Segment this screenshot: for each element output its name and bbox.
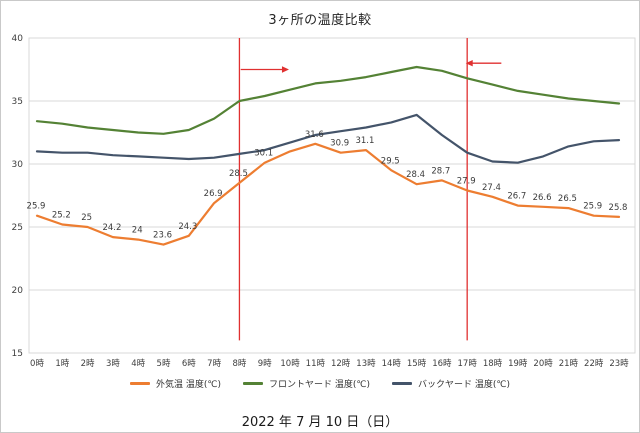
svg-text:23時: 23時 (609, 359, 629, 369)
svg-text:1時: 1時 (55, 359, 69, 369)
svg-text:22時: 22時 (584, 359, 604, 369)
series-line-1 (35, 65, 621, 135)
svg-text:24: 24 (132, 226, 143, 236)
svg-text:26.5: 26.5 (558, 194, 577, 204)
x-axis-labels: 0時 1時 2時 3時 4時 5時 6時 7時 8時 9時 10時 11時 12時 13時 14時 15時 16… (30, 359, 629, 369)
svg-text:17時: 17時 (458, 359, 478, 369)
svg-text:7時: 7時 (207, 359, 221, 369)
svg-text:35: 35 (12, 97, 23, 107)
svg-text:30: 30 (12, 160, 24, 170)
svg-text:28.4: 28.4 (406, 170, 425, 180)
svg-text:26.9: 26.9 (204, 189, 223, 199)
svg-text:20時: 20時 (533, 359, 553, 369)
svg-text:11時: 11時 (306, 359, 326, 369)
svg-text:25.8: 25.8 (609, 203, 628, 213)
svg-text:31.1: 31.1 (355, 136, 374, 146)
legend-swatch-frontyard (243, 382, 263, 385)
svg-text:27.4: 27.4 (482, 183, 501, 193)
svg-text:19時: 19時 (508, 359, 528, 369)
legend-label-outdoor: 外気温 温度(℃) (156, 380, 221, 390)
svg-text:25.9: 25.9 (27, 202, 46, 212)
svg-text:15: 15 (12, 349, 23, 359)
svg-text:14時: 14時 (382, 359, 402, 369)
legend-label-frontyard: フロントヤード 温度(℃) (269, 380, 370, 390)
svg-text:25: 25 (12, 223, 23, 233)
svg-text:10時: 10時 (280, 359, 300, 369)
date-caption: 2022 年 7 月 10 日（日） (241, 415, 399, 430)
svg-text:26.6: 26.6 (533, 193, 552, 203)
svg-text:29.5: 29.5 (381, 156, 400, 166)
legend-label-backyard: バックヤード 温度(℃) (418, 380, 510, 390)
svg-text:28.7: 28.7 (431, 166, 450, 176)
svg-text:26.7: 26.7 (507, 192, 526, 202)
data-labels: 25.9 25.2 25 24.2 24 23.6 24.3 26.9 28.5 30.1 31.6… (27, 130, 628, 241)
legend-swatch-backyard (392, 382, 412, 385)
svg-text:24.2: 24.2 (102, 223, 121, 233)
annotations (238, 38, 502, 341)
series-line-2 (35, 113, 621, 164)
chart-title: 3ヶ所の温度比較 (268, 13, 372, 28)
legend-item-frontyard: フロントヤード 温度(℃) (243, 377, 370, 390)
svg-text:13時: 13時 (356, 359, 376, 369)
svg-text:23.6: 23.6 (153, 231, 172, 241)
svg-text:21時: 21時 (559, 359, 579, 369)
svg-text:27.9: 27.9 (457, 176, 476, 186)
series-line-0 (35, 142, 621, 246)
svg-text:18時: 18時 (483, 359, 503, 369)
svg-text:40: 40 (12, 34, 24, 44)
svg-text:3時: 3時 (106, 359, 120, 369)
svg-text:12時: 12時 (331, 359, 351, 369)
svg-text:20: 20 (12, 286, 24, 296)
svg-text:4時: 4時 (131, 359, 145, 369)
svg-text:28.5: 28.5 (229, 169, 248, 179)
chart-legend: 外気温 温度(℃) フロントヤード 温度(℃) バックヤード 温度(℃) (1, 377, 639, 390)
legend-item-outdoor: 外気温 温度(℃) (130, 377, 221, 390)
svg-text:0時: 0時 (30, 359, 44, 369)
svg-text:25: 25 (81, 213, 92, 223)
svg-text:5時: 5時 (157, 359, 171, 369)
svg-text:25.9: 25.9 (583, 202, 602, 212)
legend-item-backyard: バックヤード 温度(℃) (392, 377, 510, 390)
gridlines: 15 20 25 30 35 40 (12, 34, 636, 359)
svg-text:24.3: 24.3 (178, 222, 197, 232)
svg-text:8時: 8時 (232, 359, 246, 369)
svg-text:31.6: 31.6 (305, 130, 324, 140)
legend-swatch-outdoor (130, 382, 150, 385)
svg-text:25.2: 25.2 (52, 210, 71, 220)
svg-text:16時: 16時 (432, 359, 452, 369)
svg-text:30.9: 30.9 (330, 139, 349, 149)
svg-text:6時: 6時 (182, 359, 196, 369)
svg-text:30.1: 30.1 (254, 149, 273, 159)
svg-text:9時: 9時 (258, 359, 272, 369)
svg-text:2時: 2時 (81, 359, 95, 369)
svg-text:15時: 15時 (407, 359, 427, 369)
